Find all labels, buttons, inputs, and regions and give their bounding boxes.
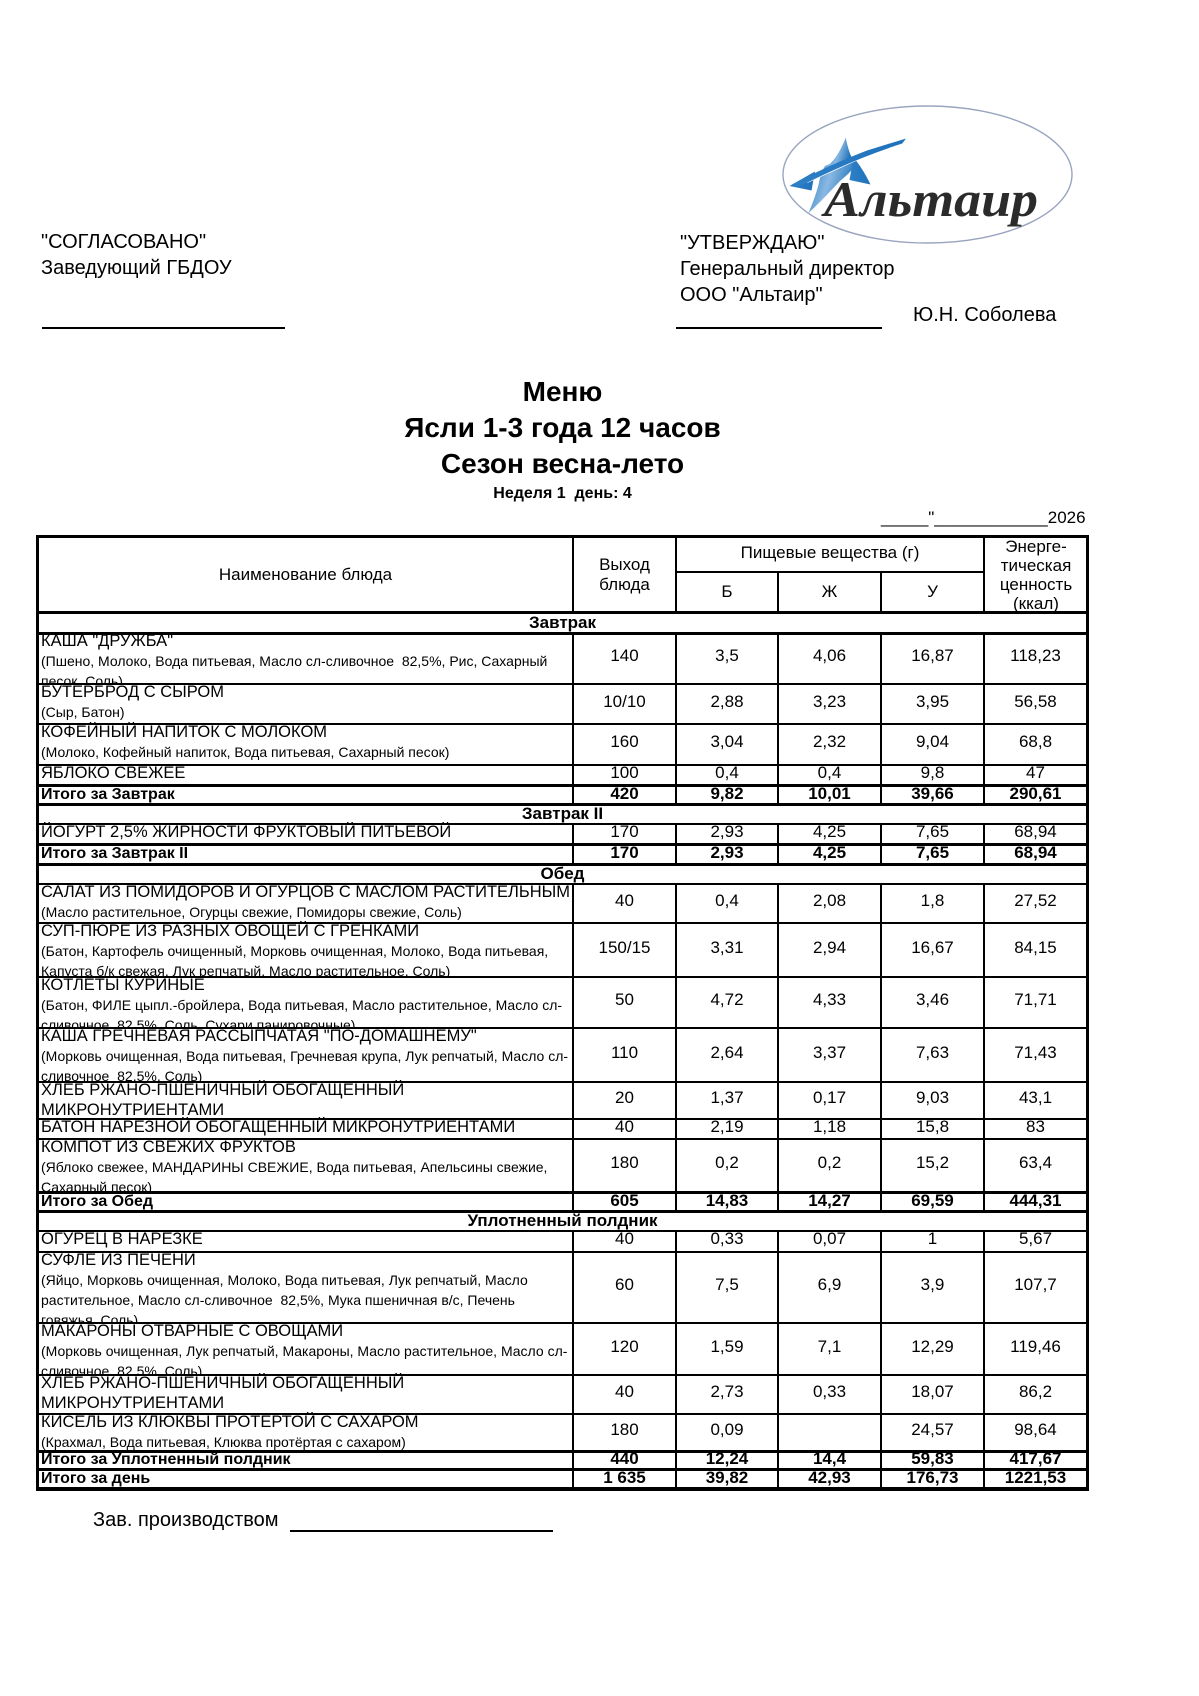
svg-text:Альтаир: Альтаир [821, 171, 1038, 227]
